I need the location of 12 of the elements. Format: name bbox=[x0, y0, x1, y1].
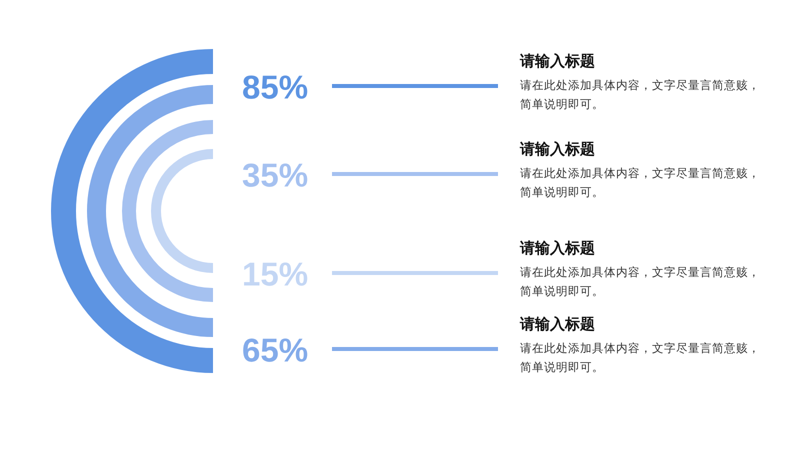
data-label: 85% bbox=[242, 68, 308, 106]
text: 请在此处添加具体内容，文字尽量言简意赅，简单说明即可。 bbox=[520, 264, 761, 300]
data-label: 15% bbox=[242, 256, 308, 292]
category-label: 请输入标题 bbox=[520, 52, 595, 70]
data-label: 65% bbox=[242, 332, 308, 368]
category-label: 请输入标题 bbox=[520, 315, 595, 333]
data-label: 35% bbox=[242, 156, 308, 194]
text: 请在此处添加具体内容，文字尽量言简意赅，简单说明即可。 bbox=[520, 77, 761, 113]
text: 请在此处添加具体内容，文字尽量言简意赅，简单说明即可。 bbox=[520, 340, 761, 376]
category-label: 请输入标题 bbox=[520, 140, 595, 158]
text: 请在此处添加具体内容，文字尽量言简意赅，简单说明即可。 bbox=[520, 165, 761, 201]
category-label: 请输入标题 bbox=[520, 239, 595, 257]
